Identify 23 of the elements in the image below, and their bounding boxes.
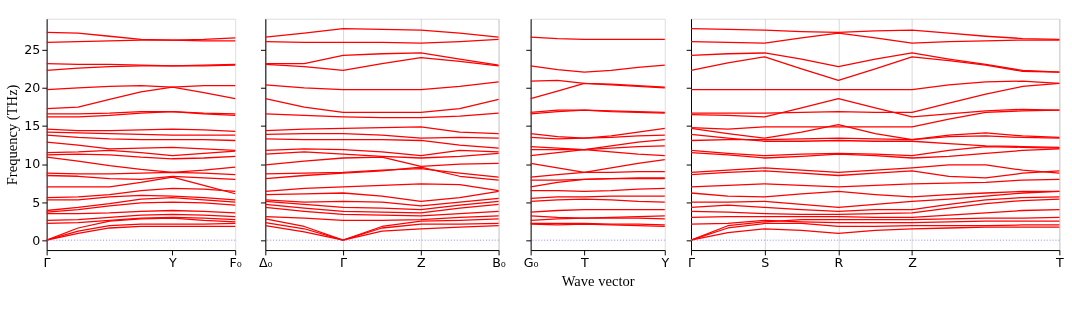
x-tick-label: B₀ (492, 255, 506, 271)
y-axis-title: Frequency (THz) (4, 84, 22, 186)
x-tick-label: Z (416, 255, 426, 271)
y-tick-label: 15 (24, 118, 41, 134)
x-tick-label: R (834, 255, 844, 271)
x-tick-label: G₀ (523, 255, 539, 271)
x-tick-label: T (1054, 255, 1064, 271)
y-tick-label: 20 (24, 80, 41, 96)
x-tick-label: Δ₀ (258, 255, 273, 271)
x-tick-label: Γ (43, 255, 51, 271)
x-tick-label: Γ (687, 255, 696, 271)
y-tick-label: 25 (24, 42, 41, 58)
x-tick-label: Z (908, 255, 918, 271)
y-tick-label: 0 (32, 232, 41, 248)
x-tick-label: T (579, 255, 589, 271)
x-tick-label: S (761, 255, 770, 271)
y-tick-label: 5 (32, 194, 41, 210)
x-tick-label: Y (167, 255, 177, 271)
x-axis-title: Wave vector (561, 272, 635, 289)
x-tick-label: F₀ (229, 255, 242, 271)
x-tick-label: Γ (340, 255, 348, 271)
x-tick-label: Y (660, 255, 670, 271)
y-tick-label: 10 (24, 156, 41, 172)
